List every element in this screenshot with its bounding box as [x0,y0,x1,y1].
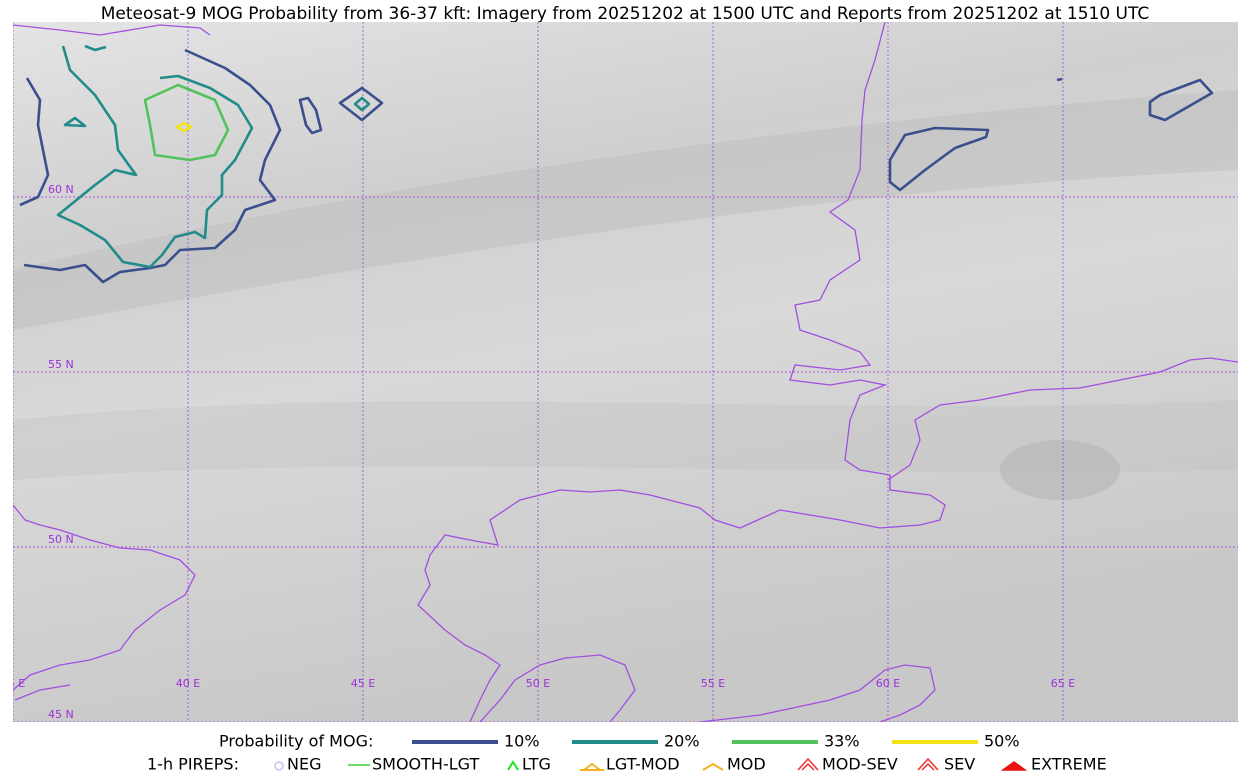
longitude-label: 65 E [1051,677,1075,690]
latitude-label: 55 N [48,358,74,371]
coastline [13,24,211,36]
map: 60 N 55 N 50 N 45 N 35 E 40 E 45 E 50 E 55 E 60 E… [1,22,1238,722]
pirep-symbol [797,757,819,771]
contour-33 [143,83,230,162]
coastline [14,684,71,701]
legend-label: 10% [504,732,540,751]
legend-label: EXTREME [1031,755,1107,774]
legend-label: LTG [522,755,551,774]
longitude-label: 45 E [351,677,375,690]
coastline [417,22,946,722]
contours [19,44,1214,284]
cloud-swirl [1000,440,1120,500]
coastline [13,504,196,691]
pirep-symbol [1000,761,1028,771]
cloud-band [13,90,1238,330]
contour-20 [56,44,371,269]
legend-label: 20% [664,732,700,751]
legend-label: LGT-MOD [606,755,680,774]
pirep-symbol [274,761,284,771]
contour-50 [175,121,193,133]
legend-label: NEG [287,755,321,774]
coastlines [13,22,1238,722]
legend-label: 33% [824,732,860,751]
coastline [699,664,936,722]
pirep-symbol [917,757,939,771]
graticule-labels: 60 N 55 N 50 N 45 N 35 E 40 E 45 E 50 E 55 E 60 E… [1,183,1075,721]
legend-title: 1-h PIREPS: [147,755,239,774]
legend-label: SEV [944,755,975,774]
legend-label: MOD-SEV [822,755,898,774]
legend-title: Probability of MOG: [219,732,373,751]
latitude-label: 60 N [48,183,74,196]
latitude-label: 50 N [48,533,74,546]
coastline [887,357,1238,481]
longitude-label: 60 E [876,677,900,690]
cloud-band [13,400,1238,480]
longitude-label: 35 E [1,677,25,690]
longitude-label: 55 E [701,677,725,690]
legend-label: 50% [984,732,1020,751]
pirep-symbol [580,762,604,771]
map-title: Meteosat-9 MOG Probability from 36-37 kf… [101,4,1150,24]
legend-label: SMOOTH-LGT [372,755,479,774]
contour-10 [19,48,1214,284]
longitude-label: 50 E [526,677,550,690]
longitude-label: 40 E [176,677,200,690]
pirep-symbol [702,762,724,771]
pirep-symbol [507,760,519,771]
legend: Probability of MOG: 1-h PIREPS: 10% 20% 33… [147,732,1107,774]
coastline [479,654,636,722]
legend-label: MOD [727,755,766,774]
latitude-label: 45 N [48,708,74,721]
graticule [13,22,1238,722]
